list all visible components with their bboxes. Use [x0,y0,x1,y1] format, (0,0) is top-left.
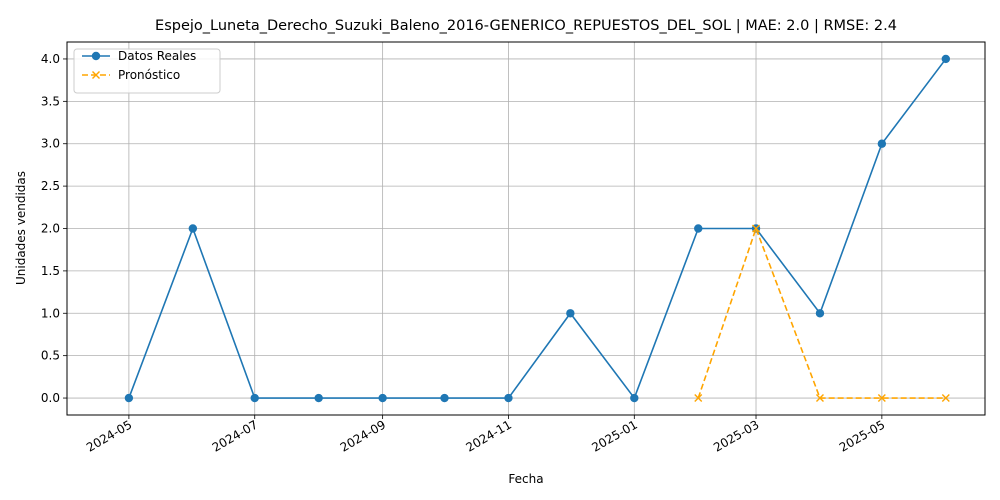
grid-lines [67,42,985,415]
data-point [630,393,639,403]
data-point [566,309,575,318]
y-tick-label: 0.0 [41,391,60,405]
data-point-stroke [877,394,886,403]
x-axis: 2024-05 2024-07 2024-09 2024-11 2025-01 2025-… [84,415,887,455]
x-tick-label: 2025-03 [711,417,761,454]
series-datos-reales [124,54,951,403]
data-point [314,393,323,403]
data-point [250,393,259,403]
data-point [877,139,887,148]
data-point [694,224,703,233]
x-tick-label: 2024-05 [84,417,134,454]
series-line [128,58,947,400]
legend-box [73,48,221,94]
data-point [694,394,703,403]
x-tick-label: 2024-09 [338,417,388,454]
data-point-stroke [752,224,761,233]
data-point-stroke [941,394,950,403]
legend: Datos Reales Pronóstico [73,48,221,94]
series-layer [124,54,951,403]
y-tick-label: 1.0 [41,306,60,320]
x-tick-label: 2025-01 [589,417,639,454]
data-point [815,394,824,403]
data-point [124,393,134,403]
legend-item: Datos Reales [82,49,196,63]
data-point [941,54,951,64]
x-tick-label: 2025-05 [837,417,887,454]
data-point [941,394,950,403]
data-point-stroke [694,394,703,403]
data-point [188,224,198,233]
y-tick-label: 2.0 [41,222,60,236]
legend-item: Pronóstico [82,68,180,82]
legend-label: Pronóstico [118,68,180,82]
x-tick-label: 2024-07 [210,417,260,454]
data-point [504,393,513,403]
y-tick-label: 4.0 [41,52,60,66]
chart-title: Espejo_Luneta_Derecho_Suzuki_Baleno_2016… [155,18,897,34]
legend-marker [92,71,100,79]
y-tick-label: 1.5 [41,264,60,278]
y-tick-label: 2.5 [41,179,60,193]
data-point [752,224,761,233]
data-point-stroke [815,394,824,403]
legend-marker [91,51,101,61]
data-point [378,393,387,403]
y-tick-label: 0.5 [41,349,60,363]
y-axis: 0.0 0.5 1.0 1.5 2.0 2.5 3.0 3.5 4.0 [41,52,67,405]
y-tick-label: 3.0 [41,137,60,151]
x-axis-title: Fecha [508,472,543,486]
x-tick-label: 2024-11 [464,417,514,454]
legend-label: Datos Reales [118,49,196,63]
data-point [440,393,449,403]
data-point [815,309,825,318]
y-axis-title: Unidades vendidas [14,171,28,285]
y-tick-label: 3.5 [41,94,60,108]
series-pronostico [694,224,950,403]
data-point [877,394,886,403]
